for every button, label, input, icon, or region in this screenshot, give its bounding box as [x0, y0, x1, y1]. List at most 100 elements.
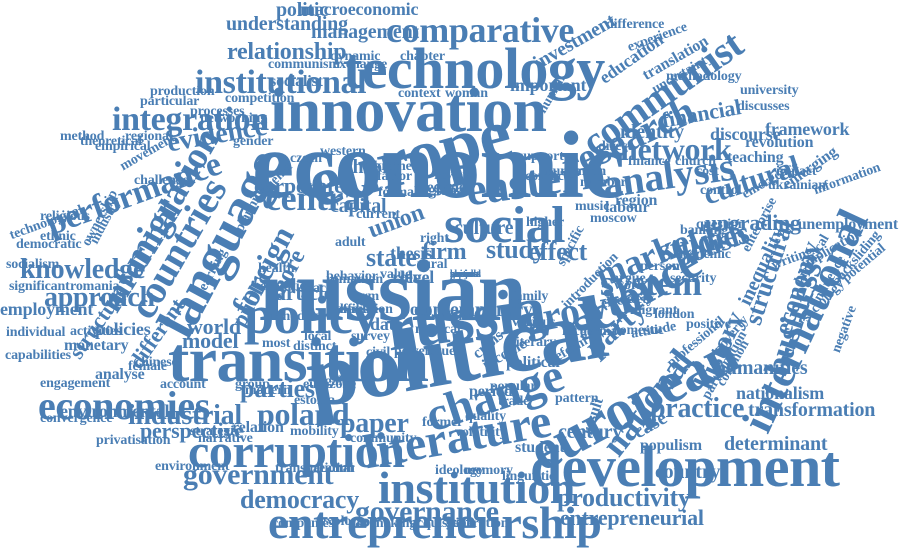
word-general: general: [450, 269, 481, 280]
word-making: making: [372, 516, 417, 531]
word-basic: basic: [450, 269, 472, 280]
word-adult: adult: [335, 235, 366, 250]
word-governance: governance: [355, 495, 499, 528]
word-socialism: socialism: [6, 257, 60, 272]
word-estonia: estonia: [294, 393, 336, 408]
word-convergence: convergence: [40, 411, 113, 426]
word-labour: labour: [605, 199, 650, 216]
word-entrepreneurship: entrepreneurship: [268, 497, 602, 548]
word-space: space: [300, 281, 332, 296]
word-current: current: [356, 207, 400, 222]
word-evolution: evolution: [260, 279, 314, 294]
word-distinct: distinct: [293, 339, 337, 354]
word-local: local: [304, 329, 332, 344]
word-number: number: [580, 175, 627, 190]
word-method: method: [60, 129, 105, 144]
word-engagement: engagement: [40, 376, 111, 391]
word-report: report: [450, 269, 477, 280]
word-production: production: [150, 84, 215, 99]
word-difference: difference: [606, 17, 665, 32]
word-revolution: revolution: [745, 134, 814, 151]
word-memory: memory: [464, 463, 513, 478]
word-theory: theory: [346, 156, 401, 178]
word-upgrading: upgrading: [705, 210, 801, 235]
word-various: various: [512, 315, 556, 330]
word-productivity: productivity: [557, 483, 691, 512]
word-central: central: [265, 178, 371, 218]
word-project: project: [450, 269, 480, 280]
word-analyse: analyse: [95, 366, 145, 383]
word-student: student: [515, 439, 565, 456]
word-regime: regime: [420, 179, 466, 196]
word-bank: bank: [340, 302, 370, 317]
word-political: political: [506, 354, 560, 371]
word-thesis: thesis: [390, 243, 432, 263]
word-state: state: [366, 243, 417, 272]
word-finance: finance: [628, 154, 671, 169]
word-integration: integration: [112, 101, 269, 138]
word-study: study: [486, 235, 546, 264]
word-century: century: [558, 421, 623, 443]
word-ukrainian: ukrainian: [768, 178, 826, 193]
word-hungarian: hungarian: [545, 164, 606, 179]
word-family: family: [511, 289, 549, 304]
word-teaching: teaching: [727, 149, 784, 166]
word-environmental: environmental: [60, 401, 170, 421]
word-management: management: [311, 21, 419, 43]
word-processes: processes: [190, 104, 245, 119]
word-romania: romania: [70, 279, 120, 294]
word-article: article: [275, 280, 334, 305]
word-post: post: [400, 299, 432, 319]
word-relationship: relationship: [227, 39, 347, 65]
word-medical: medical: [415, 322, 461, 337]
word-religious: religious: [40, 209, 90, 224]
word-role: role: [392, 267, 421, 287]
word-period: period: [469, 383, 513, 400]
word-metal: metal: [450, 269, 474, 280]
word-conflict: conflict: [525, 169, 569, 184]
word-data: data: [370, 314, 404, 334]
word-security: security: [670, 271, 717, 286]
word-culture: culture: [454, 217, 514, 239]
word-review: review: [434, 168, 473, 183]
word-policies: policies: [95, 319, 151, 339]
word-empirical: empirical: [95, 139, 151, 154]
word-employment: employment: [0, 299, 94, 319]
word-creation: creation: [307, 461, 355, 476]
word-chinese: chinese: [135, 355, 178, 370]
word-strategic: strategic: [190, 424, 241, 439]
word-parties: parties: [240, 374, 315, 403]
word-support: support: [518, 149, 564, 164]
word-woman: woman: [445, 86, 488, 101]
word-domestic: domestic: [612, 323, 664, 338]
word-transformation: transformation: [748, 399, 876, 421]
word-dynamic: dynamic: [330, 49, 381, 64]
word-activities: activities: [70, 324, 122, 339]
word-romanian: romanian: [326, 272, 383, 287]
word-volatility: volatility: [455, 425, 507, 440]
word-democracy: democracy: [240, 485, 359, 514]
word-question: question: [696, 217, 746, 232]
word-gender: gender: [233, 134, 274, 149]
word-behavior: behavior: [326, 269, 378, 284]
word-linguistic: linguistic: [502, 469, 556, 484]
word-quality: quality: [465, 409, 507, 424]
word-church: church: [675, 154, 716, 169]
word-innovation: innovation: [270, 77, 547, 145]
word-russian: russian: [258, 243, 527, 340]
word-ideology: ideology: [435, 463, 484, 478]
word-affiliation: affiliation: [336, 302, 393, 317]
word-transition: transition: [168, 324, 429, 395]
word-networking: networking: [200, 111, 268, 126]
word-model: model: [182, 328, 239, 353]
word-methodology: methodology: [666, 69, 742, 84]
word-economies: economies: [38, 383, 210, 428]
word-institution: institution: [378, 462, 575, 513]
word-significant: significant: [9, 279, 70, 294]
word-country: country: [655, 461, 721, 483]
word-community: community: [350, 431, 417, 446]
word-factor: factor: [377, 169, 412, 184]
word-democratic: democratic: [16, 237, 82, 252]
word-context: context: [398, 86, 441, 101]
word-capital: capital: [330, 195, 387, 217]
